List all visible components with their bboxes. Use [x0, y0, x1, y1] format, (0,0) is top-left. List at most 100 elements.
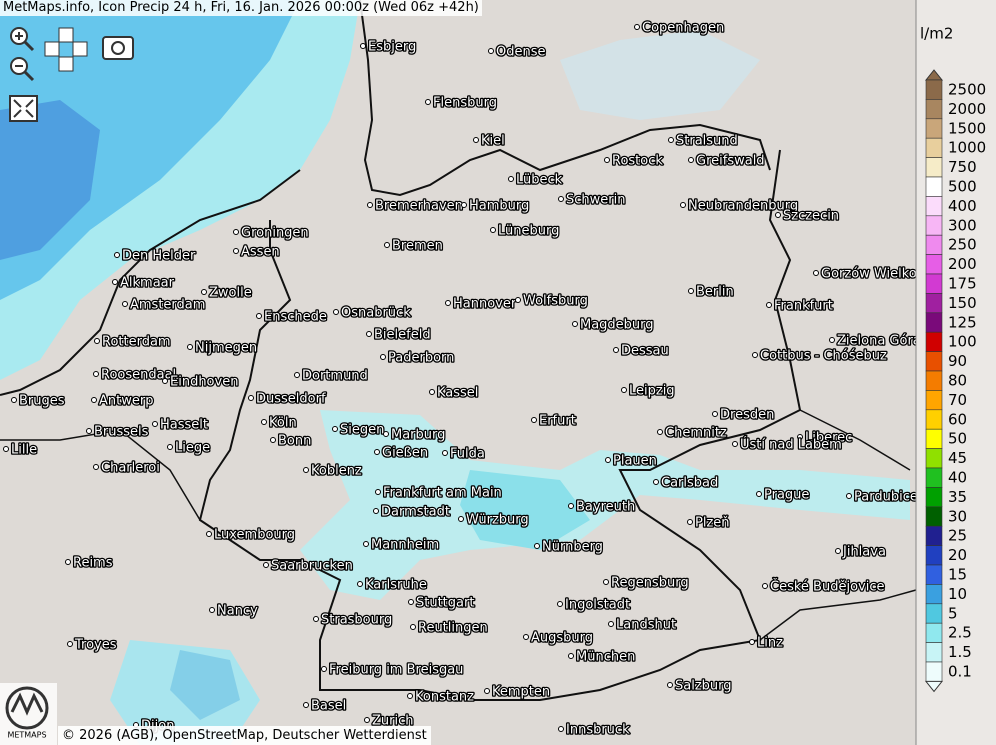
city-labels: Copenhagen Esbjerg Odense Flensburg Kiel Stra…	[3, 19, 956, 739]
city-label: Freiburg im Breisgau	[329, 663, 463, 678]
city-dot	[206, 531, 212, 537]
city-dot	[531, 417, 537, 423]
city-dot	[557, 601, 563, 607]
legend-swatch	[925, 196, 943, 217]
city-label: Paderborn	[388, 351, 454, 366]
city-label: Den Helder	[122, 249, 196, 264]
city-label: Flensburg	[433, 96, 497, 111]
city-dot	[233, 229, 239, 235]
zoom-out[interactable]	[10, 57, 35, 82]
city-dot	[458, 516, 464, 522]
city-dot	[572, 321, 578, 327]
city-label: Eindhoven	[170, 375, 238, 390]
city-dot	[67, 641, 73, 647]
city-dot	[605, 457, 611, 463]
legend-label: 20	[948, 546, 967, 564]
legend-label: 70	[948, 391, 967, 409]
city-label: Brussels	[94, 425, 149, 440]
coastline	[0, 0, 771, 396]
city-dot	[603, 579, 609, 585]
city-dot	[568, 653, 574, 659]
city-dot	[490, 227, 496, 233]
city-label: Köln	[269, 416, 297, 431]
city-dot	[752, 352, 758, 358]
rain-area	[460, 470, 590, 550]
legend-swatch	[925, 157, 943, 178]
legend-swatch	[925, 661, 943, 682]
city-label: Fulda	[450, 447, 485, 462]
fullscreen-button[interactable]	[9, 95, 38, 122]
legend-swatch	[925, 351, 943, 372]
city-dot	[558, 726, 564, 732]
city-dot	[94, 338, 100, 344]
legend-label: 45	[948, 449, 967, 467]
city-dot	[846, 493, 852, 499]
city-dot	[375, 489, 381, 495]
city-label: Linz	[757, 636, 783, 651]
city-label: Charleroi	[101, 461, 160, 476]
city-label: Regensburg	[611, 576, 689, 591]
legend-label: 2000	[948, 100, 986, 118]
city-dot	[233, 248, 239, 254]
city-dot	[373, 508, 379, 514]
legend-swatch	[925, 293, 943, 314]
city-label: Rotterdam	[102, 335, 171, 350]
zoom-in[interactable]	[10, 27, 35, 52]
screenshot-button[interactable]	[102, 36, 134, 60]
legend-label: 2.5	[948, 624, 972, 642]
legend-swatch	[925, 254, 943, 275]
legend-swatch	[925, 603, 943, 624]
legend-swatch	[925, 409, 943, 430]
legend-swatch	[925, 331, 943, 352]
city-label: Neubrandenburg	[688, 199, 798, 214]
city-label: Ústí nad Labem	[740, 437, 842, 453]
city-dot	[294, 372, 300, 378]
city-label: Kempten	[492, 685, 550, 700]
city-label: Chemnitz	[665, 426, 727, 441]
city-dot	[270, 437, 276, 443]
logo: METMAPS	[0, 683, 57, 745]
city-label: Frankfurt am Main	[383, 486, 502, 501]
city-label: Dortmund	[302, 369, 368, 384]
legend-swatch	[925, 564, 943, 585]
legend-label: 25	[948, 527, 967, 545]
city-label: Groningen	[241, 226, 309, 241]
sea-rain	[0, 0, 300, 300]
legend-label: 300	[948, 216, 977, 234]
city-label: Esbjerg	[368, 40, 416, 55]
pan-control[interactable]	[44, 27, 88, 72]
legend-swatch	[925, 99, 943, 120]
city-dot	[374, 449, 380, 455]
city-dot	[568, 503, 574, 509]
city-label: Nijmegen	[195, 341, 257, 356]
legend-label: 750	[948, 158, 977, 176]
city-dot	[473, 137, 479, 143]
city-label: Karlsruhe	[365, 578, 427, 593]
city-dot	[187, 344, 193, 350]
legend-label: 60	[948, 410, 967, 428]
city-label: Landshut	[616, 618, 676, 633]
legend-swatch	[925, 312, 943, 333]
legend-label: 5	[948, 604, 958, 622]
city-dot	[613, 347, 619, 353]
city-dot	[380, 354, 386, 360]
legend-swatch	[925, 428, 943, 449]
city-label: Odense	[496, 45, 546, 60]
legend-label: 200	[948, 255, 977, 273]
city-label: Saarbrucken	[271, 559, 353, 574]
city-dot	[488, 48, 494, 54]
legend-swatch	[925, 506, 943, 527]
legend-label: 100	[948, 333, 977, 351]
city-dot	[687, 519, 693, 525]
legend-swatch	[925, 215, 943, 236]
city-dot	[425, 99, 431, 105]
city-label: Osnabrück	[341, 306, 411, 321]
legend-swatch	[925, 448, 943, 469]
legend-swatch	[925, 137, 943, 158]
country-border	[198, 149, 802, 701]
legend-swatch	[925, 176, 943, 197]
city-dot	[65, 559, 71, 565]
city-label: České Budějovice	[770, 579, 884, 595]
city-label: Salzburg	[675, 679, 732, 694]
